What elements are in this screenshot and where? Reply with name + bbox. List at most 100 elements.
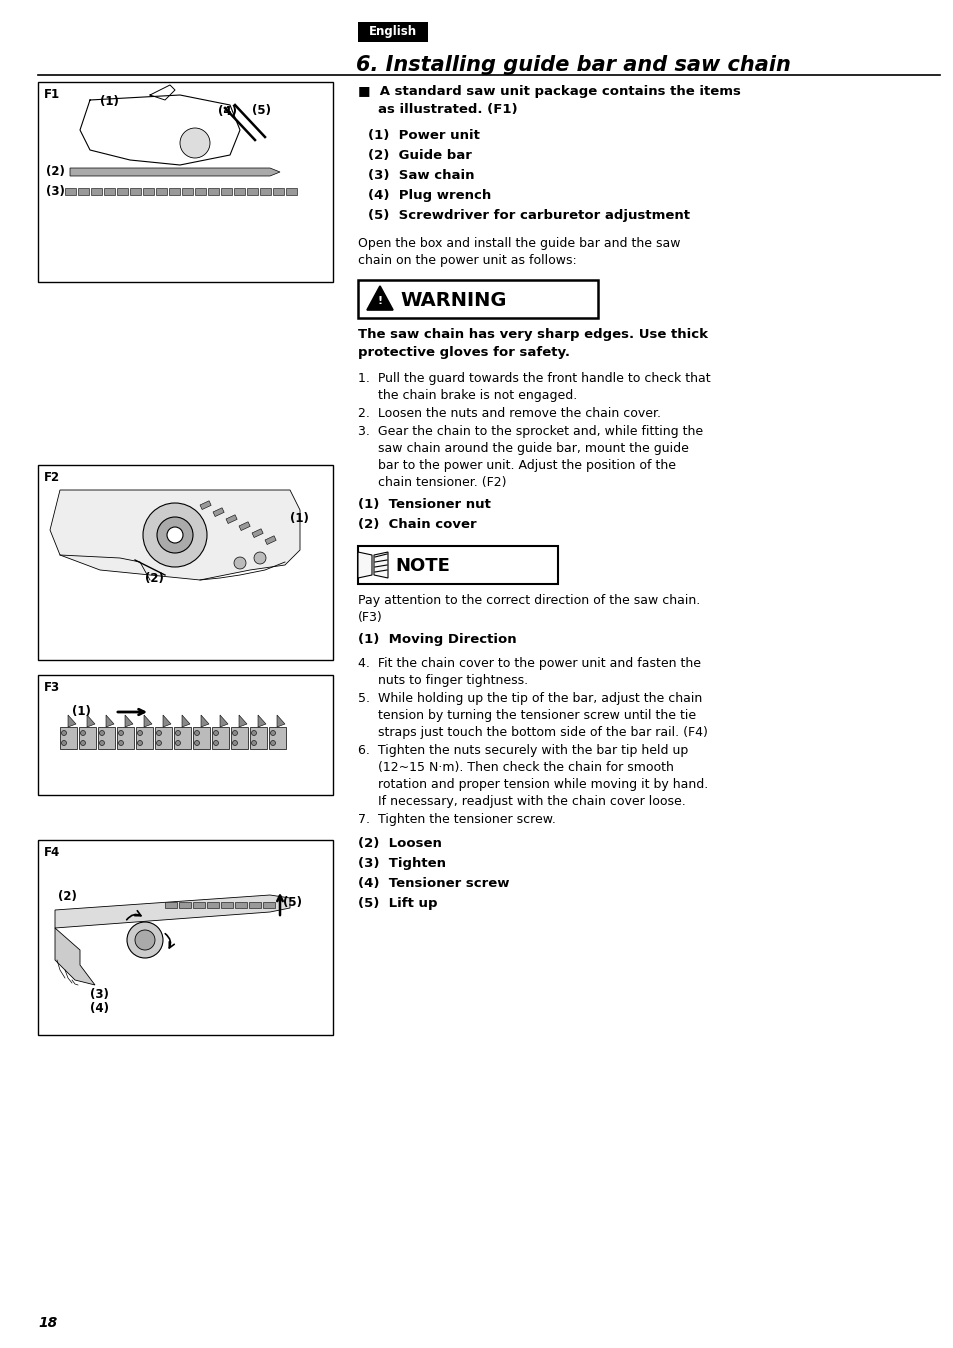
Text: WARNING: WARNING bbox=[399, 291, 506, 310]
Bar bbox=[193, 902, 205, 909]
Text: (1): (1) bbox=[71, 705, 91, 718]
Bar bbox=[65, 187, 76, 195]
Circle shape bbox=[156, 740, 161, 745]
Bar bbox=[169, 187, 180, 195]
Text: (2): (2) bbox=[58, 890, 77, 903]
Text: 6.  Tighten the nuts securely with the bar tip held up: 6. Tighten the nuts securely with the ba… bbox=[357, 744, 687, 758]
Polygon shape bbox=[87, 714, 95, 727]
Bar bbox=[154, 727, 172, 749]
Bar bbox=[239, 522, 250, 531]
Polygon shape bbox=[55, 895, 290, 927]
Bar bbox=[179, 902, 191, 909]
Bar bbox=[38, 675, 333, 795]
Bar bbox=[194, 187, 206, 195]
Text: (12~15 N·m). Then check the chain for smooth: (12~15 N·m). Then check the chain for sm… bbox=[357, 762, 673, 774]
Text: !: ! bbox=[377, 297, 382, 306]
Text: NOTE: NOTE bbox=[395, 557, 450, 576]
Bar bbox=[117, 727, 133, 749]
Polygon shape bbox=[106, 714, 113, 727]
Polygon shape bbox=[276, 714, 285, 727]
Text: as illustrated. (F1): as illustrated. (F1) bbox=[377, 102, 517, 116]
Bar bbox=[252, 528, 263, 538]
Bar bbox=[78, 187, 89, 195]
Text: (F3): (F3) bbox=[357, 611, 382, 624]
Circle shape bbox=[213, 731, 218, 736]
Circle shape bbox=[135, 930, 154, 950]
Circle shape bbox=[252, 740, 256, 745]
Polygon shape bbox=[182, 714, 190, 727]
Bar bbox=[98, 727, 115, 749]
Bar bbox=[193, 727, 210, 749]
Text: (5): (5) bbox=[252, 104, 271, 117]
Text: If necessary, readjust with the chain cover loose.: If necessary, readjust with the chain co… bbox=[357, 795, 685, 807]
Text: 7.  Tighten the tensioner screw.: 7. Tighten the tensioner screw. bbox=[357, 813, 556, 826]
Text: (4): (4) bbox=[90, 1002, 109, 1015]
Circle shape bbox=[194, 740, 199, 745]
Polygon shape bbox=[125, 714, 132, 727]
Bar bbox=[182, 187, 193, 195]
Text: saw chain around the guide bar, mount the guide: saw chain around the guide bar, mount th… bbox=[357, 442, 688, 456]
Text: (2)  Guide bar: (2) Guide bar bbox=[368, 150, 472, 162]
Polygon shape bbox=[70, 168, 280, 177]
Polygon shape bbox=[239, 714, 247, 727]
Text: (5)  Lift up: (5) Lift up bbox=[357, 896, 437, 910]
Text: (3): (3) bbox=[46, 185, 65, 198]
Bar bbox=[263, 902, 274, 909]
Polygon shape bbox=[367, 286, 393, 310]
Text: chain tensioner. (F2): chain tensioner. (F2) bbox=[357, 476, 506, 489]
Bar bbox=[221, 187, 232, 195]
Text: (2): (2) bbox=[145, 572, 164, 585]
Text: (1)  Tensioner nut: (1) Tensioner nut bbox=[357, 497, 491, 511]
Bar bbox=[260, 187, 271, 195]
Text: (1): (1) bbox=[290, 512, 309, 524]
Circle shape bbox=[143, 503, 207, 568]
Text: 3.  Gear the chain to the sprocket and, while fitting the: 3. Gear the chain to the sprocket and, w… bbox=[357, 425, 702, 438]
Text: Open the box and install the guide bar and the saw: Open the box and install the guide bar a… bbox=[357, 237, 679, 249]
Text: straps just touch the bottom side of the bar rail. (F4): straps just touch the bottom side of the… bbox=[357, 727, 707, 739]
Bar bbox=[60, 727, 77, 749]
Text: English: English bbox=[369, 26, 416, 39]
Text: protective gloves for safety.: protective gloves for safety. bbox=[357, 346, 569, 359]
Polygon shape bbox=[357, 551, 372, 578]
Bar bbox=[226, 515, 237, 523]
Bar bbox=[357, 22, 428, 42]
Circle shape bbox=[271, 731, 275, 736]
Text: 2.  Loosen the nuts and remove the chain cover.: 2. Loosen the nuts and remove the chain … bbox=[357, 407, 660, 421]
Polygon shape bbox=[257, 714, 266, 727]
Bar bbox=[357, 546, 558, 584]
Bar bbox=[173, 727, 191, 749]
Bar bbox=[104, 187, 115, 195]
Text: F3: F3 bbox=[44, 681, 60, 694]
Text: (5): (5) bbox=[283, 896, 302, 909]
Circle shape bbox=[61, 731, 67, 736]
Text: bar to the power unit. Adjust the position of the: bar to the power unit. Adjust the positi… bbox=[357, 460, 676, 472]
Bar bbox=[221, 902, 233, 909]
Bar bbox=[208, 187, 219, 195]
Bar bbox=[212, 727, 229, 749]
Circle shape bbox=[271, 740, 275, 745]
Circle shape bbox=[99, 731, 105, 736]
Circle shape bbox=[194, 731, 199, 736]
Bar bbox=[165, 902, 177, 909]
Bar bbox=[38, 465, 333, 661]
Text: 5.  While holding up the tip of the bar, adjust the chain: 5. While holding up the tip of the bar, … bbox=[357, 692, 701, 705]
Circle shape bbox=[156, 731, 161, 736]
Bar bbox=[250, 727, 267, 749]
Circle shape bbox=[157, 518, 193, 553]
Bar bbox=[265, 535, 275, 545]
Circle shape bbox=[137, 740, 142, 745]
Bar bbox=[234, 902, 247, 909]
Bar bbox=[273, 187, 284, 195]
Text: rotation and proper tension while moving it by hand.: rotation and proper tension while moving… bbox=[357, 778, 707, 791]
Bar bbox=[233, 187, 245, 195]
Text: 1.  Pull the guard towards the front handle to check that: 1. Pull the guard towards the front hand… bbox=[357, 372, 710, 386]
Polygon shape bbox=[220, 714, 228, 727]
Text: 6. Installing guide bar and saw chain: 6. Installing guide bar and saw chain bbox=[355, 55, 790, 75]
Circle shape bbox=[118, 740, 123, 745]
Text: (4)  Tensioner screw: (4) Tensioner screw bbox=[357, 878, 509, 890]
Circle shape bbox=[233, 557, 246, 569]
Text: The saw chain has very sharp edges. Use thick: The saw chain has very sharp edges. Use … bbox=[357, 328, 707, 341]
Circle shape bbox=[253, 551, 266, 563]
Circle shape bbox=[99, 740, 105, 745]
Text: ■  A standard saw unit package contains the items: ■ A standard saw unit package contains t… bbox=[357, 85, 740, 98]
